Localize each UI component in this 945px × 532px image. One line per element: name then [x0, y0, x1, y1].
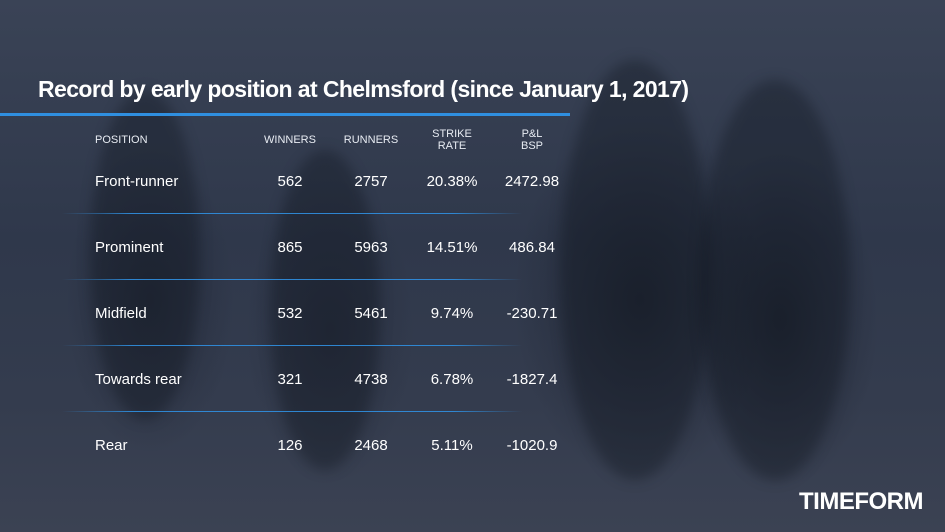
- cell-pl-bsp: 2472.98: [504, 173, 560, 190]
- cell-runners: 5461: [354, 305, 388, 322]
- column-header-winners: WINNERS: [264, 134, 316, 146]
- title-underline: [0, 113, 570, 116]
- cell-position: Rear: [95, 437, 128, 454]
- column-header-runners: RUNNERS: [343, 134, 399, 146]
- cell-pl-bsp: -1020.9: [506, 437, 558, 454]
- cell-strike-rate: 6.78%: [430, 371, 474, 388]
- cell-pl-bsp: -1827.4: [506, 371, 558, 388]
- cell-pl-bsp: 486.84: [509, 239, 555, 256]
- column-header-strike-rate: STRIKE RATE: [432, 128, 472, 152]
- column-header-pl-bsp: P&L BSP: [520, 128, 543, 152]
- timeform-logo: TIMEFORM: [799, 488, 923, 515]
- cell-strike-rate: 20.38%: [426, 173, 478, 190]
- page-title: Record by early position at Chelmsford (…: [38, 76, 689, 102]
- cell-winners: 321: [277, 371, 303, 388]
- cell-runners: 2757: [354, 173, 388, 190]
- cell-runners: 4738: [354, 371, 388, 388]
- row-divider: [62, 345, 522, 346]
- cell-winners: 532: [277, 305, 303, 322]
- cell-strike-rate: 9.74%: [430, 305, 474, 322]
- cell-winners: 562: [277, 173, 303, 190]
- cell-strike-rate: 5.11%: [431, 437, 473, 454]
- row-divider: [62, 279, 522, 280]
- cell-position: Midfield: [95, 305, 147, 322]
- cell-position: Prominent: [95, 239, 164, 256]
- cell-position: Towards rear: [95, 371, 182, 388]
- cell-strike-rate: 14.51%: [426, 239, 478, 256]
- cell-position: Front-runner: [95, 173, 179, 190]
- cell-runners: 5963: [354, 239, 388, 256]
- row-divider: [62, 213, 522, 214]
- cell-pl-bsp: -230.71: [506, 305, 558, 322]
- cell-winners: 865: [277, 239, 303, 256]
- column-header-position: POSITION: [95, 134, 148, 146]
- row-divider: [62, 411, 522, 412]
- cell-runners: 2468: [354, 437, 388, 454]
- cell-winners: 126: [277, 437, 303, 454]
